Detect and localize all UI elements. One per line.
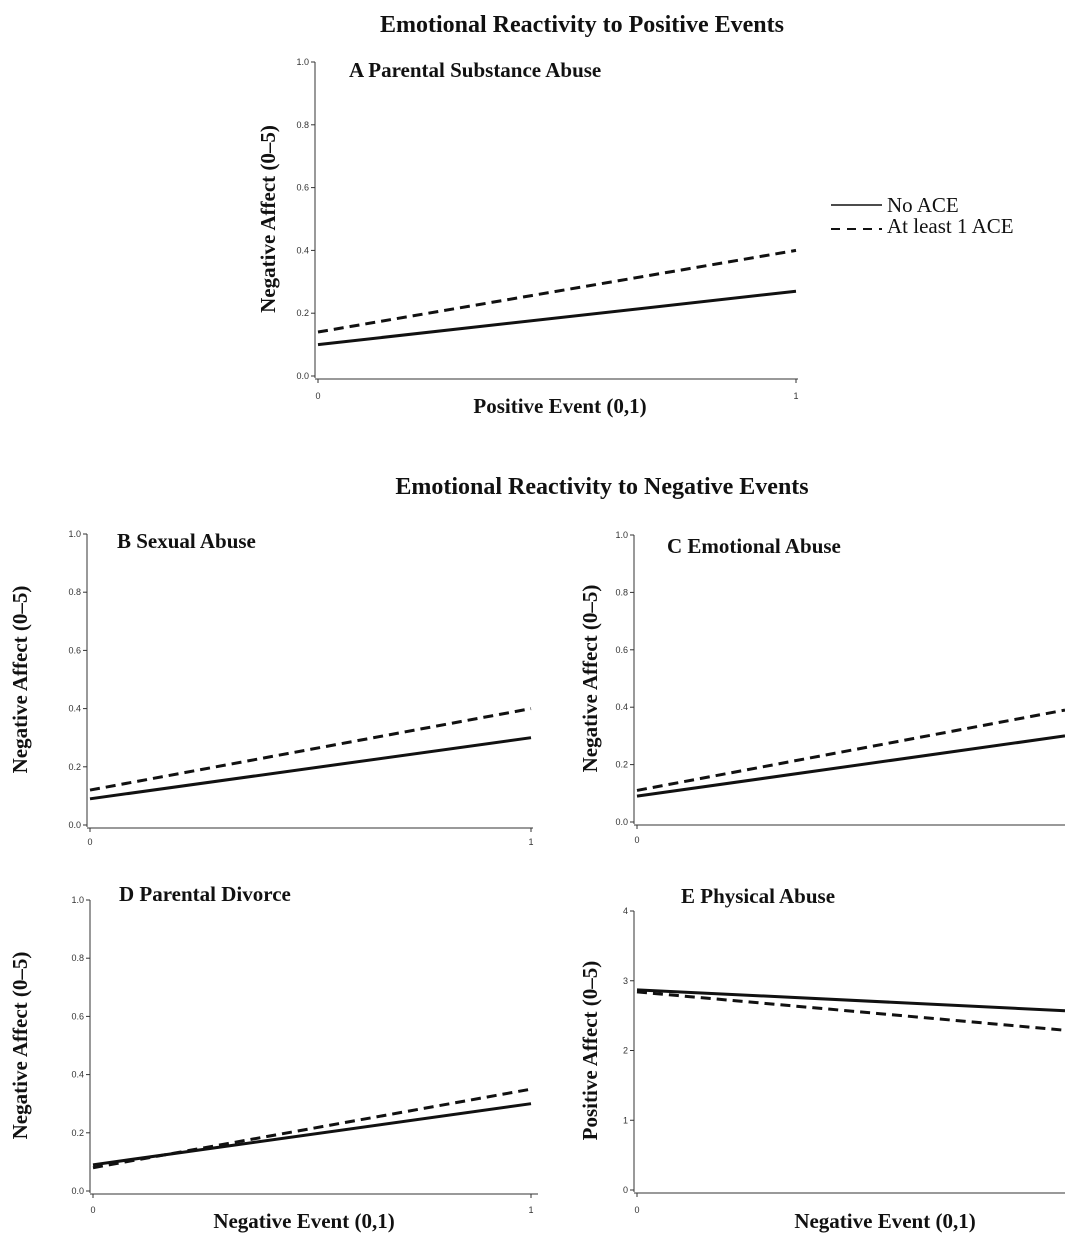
y-tick-label: 0.0 bbox=[68, 820, 81, 830]
legend-dashed-label: At least 1 ACE bbox=[887, 214, 1014, 238]
charts-layer: 0.0 0.2 0.4 0.6 0.8 1.0 0 1 A Parental Substance… bbox=[8, 57, 1065, 1233]
panel-title: D Parental Divorce bbox=[119, 882, 291, 906]
series-line-no-ace bbox=[636, 988, 1065, 1013]
y-tick-label: 0.2 bbox=[296, 308, 309, 318]
series-line-at-least-1-ace bbox=[92, 1087, 532, 1170]
y-tick-label: 0.0 bbox=[296, 371, 309, 381]
y-tick-label: 1.0 bbox=[296, 57, 309, 67]
y-tick-label: 0.4 bbox=[68, 704, 81, 714]
y-tick-label: 0.6 bbox=[296, 183, 309, 193]
y-tick-label: 1.0 bbox=[71, 895, 84, 905]
y-tick-label: 0 bbox=[623, 1185, 628, 1195]
panel-title: A Parental Substance Abuse bbox=[349, 58, 601, 82]
y-tick-label: 0.2 bbox=[68, 762, 81, 772]
y-axis-label: Negative Affect (0–5) bbox=[578, 585, 602, 773]
x-tick-label: 0 bbox=[87, 837, 92, 847]
chart-e: 0 1 2 3 4 0 E Physical Abuse Positive Affect (0… bbox=[578, 884, 1065, 1233]
panel-title: E Physical Abuse bbox=[681, 884, 835, 908]
series-line-no-ace bbox=[89, 736, 532, 801]
y-tick-label: 0.4 bbox=[71, 1070, 84, 1080]
y-tick-label: 1.0 bbox=[68, 529, 81, 539]
x-tick-label: 0 bbox=[634, 1205, 639, 1215]
series-line-at-least-1-ace bbox=[636, 708, 1065, 792]
legend: No ACE At least 1 ACE bbox=[831, 193, 1014, 238]
series-line-no-ace bbox=[317, 289, 797, 347]
section-title-negative: Emotional Reactivity to Negative Events bbox=[395, 474, 808, 500]
x-tick-label: 0 bbox=[315, 391, 320, 401]
y-tick-label: 0.8 bbox=[68, 587, 81, 597]
y-tick-label: 1 bbox=[623, 1115, 628, 1125]
y-tick-label: 0.2 bbox=[71, 1128, 84, 1138]
x-tick-label: 1 bbox=[528, 837, 533, 847]
y-tick-label: 2 bbox=[623, 1046, 628, 1056]
x-axis-label: Negative Event (0,1) bbox=[794, 1209, 975, 1233]
chart-a: 0.0 0.2 0.4 0.6 0.8 1.0 0 1 A Parental Substance… bbox=[256, 57, 799, 418]
y-tick-label: 0.4 bbox=[615, 702, 628, 712]
chart-b: 0.0 0.2 0.4 0.6 0.8 1.0 0 1 B Sexual Abuse Negati… bbox=[8, 529, 534, 847]
y-tick-label: 0.2 bbox=[615, 760, 628, 770]
chart-c: 0.0 0.2 0.4 0.6 0.8 1.0 0 C Emotional Abuse Nega… bbox=[578, 530, 1065, 845]
series-line-at-least-1-ace bbox=[317, 248, 797, 334]
y-tick-label: 0.0 bbox=[615, 817, 628, 827]
section-title-positive: Emotional Reactivity to Positive Events bbox=[380, 12, 784, 38]
y-axis-label: Positive Affect (0–5) bbox=[578, 961, 602, 1141]
panel-title: B Sexual Abuse bbox=[117, 529, 256, 553]
series-line-at-least-1-ace bbox=[636, 990, 1065, 1032]
x-tick-label: 0 bbox=[90, 1205, 95, 1215]
y-tick-label: 0.8 bbox=[615, 587, 628, 597]
y-tick-label: 0.8 bbox=[296, 120, 309, 130]
y-tick-label: 0.6 bbox=[615, 645, 628, 655]
y-axis-label: Negative Affect (0–5) bbox=[8, 586, 32, 774]
panel-title: C Emotional Abuse bbox=[667, 534, 841, 558]
series-line-no-ace bbox=[92, 1102, 532, 1167]
x-tick-label: 0 bbox=[634, 835, 639, 845]
series-line-no-ace bbox=[636, 734, 1065, 798]
y-tick-label: 0.8 bbox=[71, 953, 84, 963]
series-line-at-least-1-ace bbox=[89, 707, 532, 792]
x-tick-label: 1 bbox=[793, 391, 798, 401]
y-tick-label: 4 bbox=[623, 906, 628, 916]
y-axis-label: Negative Affect (0–5) bbox=[8, 952, 32, 1140]
y-tick-label: 0.6 bbox=[71, 1011, 84, 1021]
x-tick-label: 1 bbox=[528, 1205, 533, 1215]
y-axis-label: Negative Affect (0–5) bbox=[256, 125, 280, 313]
y-tick-label: 1.0 bbox=[615, 530, 628, 540]
legend-solid-label: No ACE bbox=[887, 193, 959, 217]
y-tick-label: 3 bbox=[623, 976, 628, 986]
y-tick-label: 0.6 bbox=[68, 645, 81, 655]
chart-d: 0.0 0.2 0.4 0.6 0.8 1.0 0 1 D Parental Divorce Ne… bbox=[8, 882, 538, 1233]
x-axis-label: Negative Event (0,1) bbox=[213, 1209, 394, 1233]
x-axis-label: Positive Event (0,1) bbox=[473, 394, 646, 418]
y-tick-label: 0.4 bbox=[296, 245, 309, 255]
y-tick-label: 0.0 bbox=[71, 1186, 84, 1196]
